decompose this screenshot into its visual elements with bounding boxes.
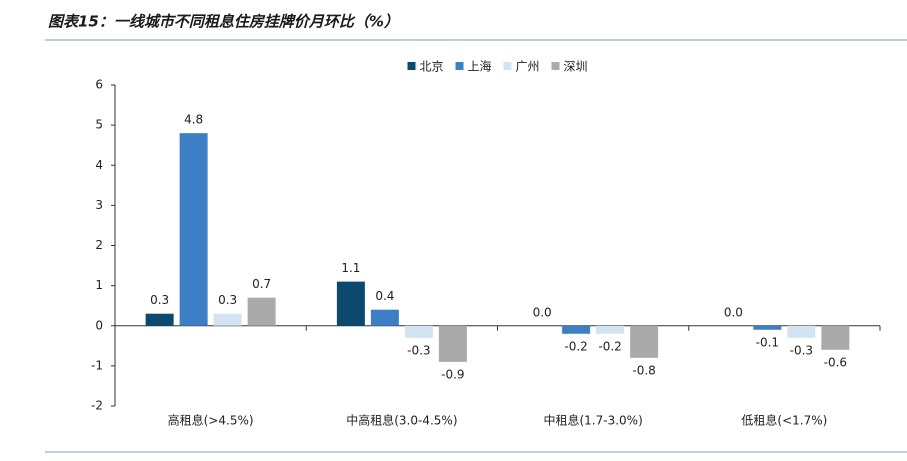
y-tick-label: 2 — [95, 238, 103, 252]
bar — [596, 325, 625, 334]
bar — [630, 325, 659, 358]
bar — [179, 133, 208, 326]
value-label: 0.4 — [375, 289, 394, 303]
value-label: -0.2 — [564, 339, 587, 353]
y-tick-label: 3 — [95, 198, 103, 212]
bar — [145, 313, 174, 326]
value-label: 0.0 — [724, 305, 743, 319]
y-tick-label: 4 — [95, 158, 103, 172]
x-tick-label: 低租息(<1.7%) — [741, 413, 827, 428]
bar — [404, 325, 433, 338]
value-label: 0.7 — [252, 277, 271, 291]
y-tick-label: -2 — [91, 399, 103, 413]
chart-title: 图表15：一线城市不同租息住房挂牌价月环比（%） — [48, 13, 399, 31]
legend-label: 深圳 — [564, 60, 588, 74]
value-label: -0.8 — [632, 363, 655, 377]
bar — [753, 325, 782, 330]
value-label: -0.9 — [441, 367, 464, 381]
value-label: 4.8 — [184, 113, 203, 127]
bar — [370, 309, 399, 326]
x-tick-label: 中租息(1.7-3.0%) — [543, 413, 642, 428]
value-label: 0.0 — [533, 305, 552, 319]
bar — [213, 313, 242, 326]
y-tick-label: 6 — [95, 78, 103, 92]
legend-swatch — [503, 62, 512, 70]
value-label: -0.3 — [407, 343, 430, 357]
legend-label: 广州 — [516, 60, 540, 74]
y-tick-label: 1 — [95, 278, 103, 292]
value-label: -0.1 — [756, 335, 779, 349]
value-label: -0.6 — [824, 355, 847, 369]
legend-swatch — [455, 62, 464, 70]
bar — [336, 281, 365, 326]
x-tick-label: 中高租息(3.0-4.5%) — [346, 413, 457, 428]
y-tick-label: 5 — [95, 118, 103, 132]
bar — [247, 297, 276, 326]
legend-label: 上海 — [468, 59, 492, 74]
legend-swatch — [551, 62, 560, 70]
value-label: 1.1 — [341, 261, 360, 275]
bar — [438, 325, 467, 362]
value-label: -0.3 — [790, 343, 813, 357]
legend-swatch — [407, 62, 416, 70]
bar — [562, 325, 591, 334]
bar — [821, 325, 850, 350]
legend-label: 北京 — [420, 60, 444, 74]
y-tick-label: 0 — [95, 318, 103, 332]
value-label: 0.3 — [150, 293, 169, 307]
y-tick-label: -1 — [91, 358, 103, 372]
value-label: -0.2 — [598, 339, 621, 353]
value-label: 0.3 — [218, 293, 237, 307]
bar — [787, 325, 816, 338]
x-tick-label: 高租息(>4.5%) — [168, 413, 254, 428]
